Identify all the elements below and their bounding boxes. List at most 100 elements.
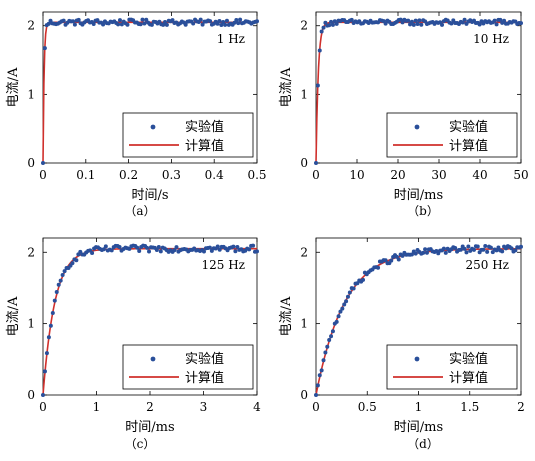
experimental-point xyxy=(494,248,499,253)
experimental-point xyxy=(145,245,150,250)
experimental-point xyxy=(219,23,224,28)
experimental-point xyxy=(519,244,523,249)
experimental-point xyxy=(453,245,458,250)
experimental-point xyxy=(172,248,177,253)
experimental-point xyxy=(74,258,79,263)
y-axis-label: 电流/A xyxy=(279,67,294,107)
frequency-label: 250 Hz xyxy=(465,258,509,272)
experimental-point xyxy=(221,20,226,25)
experimental-point xyxy=(174,245,179,250)
experimental-point xyxy=(232,20,237,25)
experimental-point xyxy=(415,22,420,27)
experimental-point xyxy=(411,22,416,27)
experimental-point xyxy=(351,286,356,291)
y-tick-label: 2 xyxy=(27,245,35,259)
y-tick-label: 1 xyxy=(27,87,35,101)
experimental-point xyxy=(509,246,514,251)
panel-caption: （c） xyxy=(125,437,156,451)
x-tick-label: 2 xyxy=(517,400,525,414)
experimental-point xyxy=(224,18,229,23)
experimental-point xyxy=(471,247,476,252)
experimental-point xyxy=(137,248,142,253)
experimental-point xyxy=(56,282,61,287)
x-tick-label: 0.5 xyxy=(358,400,377,414)
panel-caption: （b） xyxy=(407,204,439,218)
frequency-label: 1 Hz xyxy=(217,32,245,46)
experimental-point xyxy=(464,250,469,255)
frequency-label: 125 Hz xyxy=(201,258,245,272)
experimental-point xyxy=(247,247,252,252)
experimental-point xyxy=(423,247,428,252)
legend-label-calculated: 计算值 xyxy=(185,138,224,154)
experimental-point xyxy=(338,309,343,314)
experimental-point xyxy=(334,319,339,324)
x-tick-label: 0 xyxy=(312,400,320,414)
experimental-point xyxy=(117,18,122,23)
axes-box xyxy=(42,11,258,164)
experimental-point xyxy=(317,373,322,378)
experimental-point xyxy=(48,323,53,328)
y-tick-label: 2 xyxy=(27,19,35,33)
x-tick-label: 0.3 xyxy=(162,168,181,182)
experimental-point xyxy=(413,18,418,23)
experimental-point xyxy=(183,22,188,27)
x-tick-label: 0 xyxy=(39,168,47,182)
x-tick-label: 1.5 xyxy=(460,400,479,414)
experimental-point xyxy=(109,248,114,253)
x-tick-label: 0.4 xyxy=(205,168,224,182)
y-axis-label: 电流/A xyxy=(6,296,21,336)
legend-label-calculated: 计算值 xyxy=(185,370,224,386)
legend-marker-experimental xyxy=(150,124,156,130)
experimental-point xyxy=(492,18,497,23)
legend-box xyxy=(386,112,518,158)
experimental-point xyxy=(321,358,326,363)
experimental-point xyxy=(60,273,65,278)
experimental-point xyxy=(217,247,222,252)
experimental-point xyxy=(349,17,354,22)
experimental-point xyxy=(475,244,480,249)
experimental-point xyxy=(329,334,334,339)
experimental-point xyxy=(191,21,196,26)
experimental-point xyxy=(101,22,106,27)
experimental-point xyxy=(389,258,394,263)
x-tick-label: 0.5 xyxy=(247,168,266,182)
experimental-point xyxy=(400,253,405,258)
experimental-point xyxy=(483,244,488,249)
experimental-point xyxy=(255,19,259,24)
x-tick-label: 0.1 xyxy=(76,168,95,182)
x-tick-label: 0.2 xyxy=(119,168,138,182)
experimental-point xyxy=(147,249,152,254)
experimental-point xyxy=(41,161,45,165)
experimental-point xyxy=(485,249,490,254)
legend-marker-experimental xyxy=(150,356,156,362)
experimental-point xyxy=(91,22,96,27)
experimental-point xyxy=(330,22,335,27)
experimental-point xyxy=(443,250,448,255)
experimental-point xyxy=(323,350,328,355)
experimental-point xyxy=(409,252,414,257)
experimental-point xyxy=(519,21,523,26)
panel-caption: （d） xyxy=(407,437,439,451)
experimental-point xyxy=(52,298,57,303)
x-tick-label: 10 xyxy=(349,168,364,182)
experimental-point xyxy=(413,251,418,256)
experimental-point xyxy=(163,20,168,24)
y-tick-label: 2 xyxy=(300,245,308,259)
experimental-point xyxy=(314,393,318,397)
legend-label-calculated: 计算值 xyxy=(449,370,488,386)
panel-caption: （a） xyxy=(124,204,155,218)
legend-label-calculated: 计算值 xyxy=(449,138,488,154)
experimental-point xyxy=(140,17,145,22)
experimental-point xyxy=(41,393,45,397)
experimental-point xyxy=(383,258,388,263)
experimental-point xyxy=(149,22,154,27)
experimental-point xyxy=(61,18,66,23)
x-tick-label: 3 xyxy=(200,400,208,414)
y-tick-label: 1 xyxy=(27,317,35,331)
experimental-point xyxy=(502,18,507,23)
experimental-point xyxy=(329,19,334,24)
